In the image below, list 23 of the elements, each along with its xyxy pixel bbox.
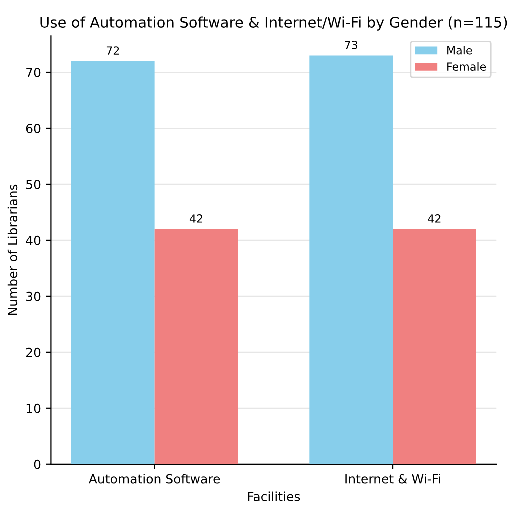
data-label: 72 xyxy=(106,46,120,55)
y-tick-label: 50 xyxy=(26,180,41,190)
data-label: 42 xyxy=(428,214,441,223)
x-tick-label: Internet & Wi-Fi xyxy=(346,474,440,484)
data-label: 73 xyxy=(345,40,358,50)
y-tick-label: 0 xyxy=(34,460,41,470)
bar xyxy=(310,56,394,464)
legend-label: Female xyxy=(448,62,486,72)
y-tick-label: 40 xyxy=(26,236,41,246)
data-label: 42 xyxy=(190,214,202,223)
x-tick-label: Automation Software xyxy=(88,474,220,484)
bar xyxy=(154,229,238,464)
y-axis-title: Number of Librarians xyxy=(8,184,18,316)
y-tick-label: 70 xyxy=(26,68,41,78)
y-tick-label: 30 xyxy=(26,292,41,302)
y-tick-label: 20 xyxy=(26,348,41,358)
legend-label: Male xyxy=(448,46,472,55)
y-tick-label: 60 xyxy=(26,124,41,134)
bar xyxy=(393,229,476,464)
x-axis-title: Facilities xyxy=(248,492,300,502)
y-tick-label: 10 xyxy=(26,404,41,414)
chart-title: Use of Automation Software & Internet/Wi-Fi by Gender (n=115) xyxy=(40,16,508,31)
bar xyxy=(71,61,155,464)
